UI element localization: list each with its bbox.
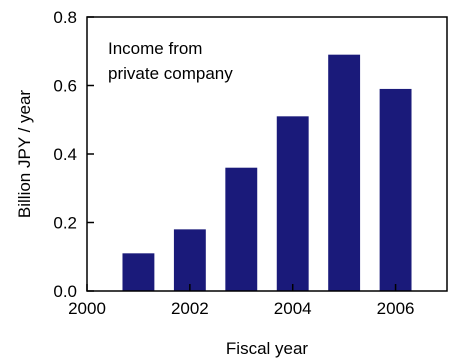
x-tick-label: 2000	[68, 299, 106, 318]
bars-group	[122, 54, 412, 291]
y-axis-title: Billion JPY / year	[15, 90, 34, 219]
bar-2003	[225, 167, 258, 291]
bar-2005	[328, 54, 361, 291]
chart-annotation: Income from private company	[108, 39, 233, 83]
bar-2004	[276, 116, 309, 291]
bar-2002	[173, 229, 206, 291]
y-axis: 0.0 0.2 0.4 0.6 0.8	[53, 8, 94, 301]
x-axis-title: Fiscal year	[226, 339, 309, 358]
bar-2006	[379, 88, 412, 291]
y-tick-label: 0.4	[53, 145, 77, 164]
x-tick-label: 2006	[377, 299, 415, 318]
x-axis: 2000 2002 2004 2006	[68, 284, 414, 318]
bar-2001	[122, 253, 155, 291]
y-tick-label: 0.6	[53, 77, 77, 96]
annotation-line-1: Income from	[108, 39, 202, 58]
x-tick-label: 2002	[171, 299, 209, 318]
annotation-line-2: private company	[108, 64, 233, 83]
y-tick-label: 0.2	[53, 214, 77, 233]
y-tick-label: 0.8	[53, 8, 77, 27]
y-tick-label: 0.0	[53, 282, 77, 301]
x-tick-label: 2004	[274, 299, 312, 318]
